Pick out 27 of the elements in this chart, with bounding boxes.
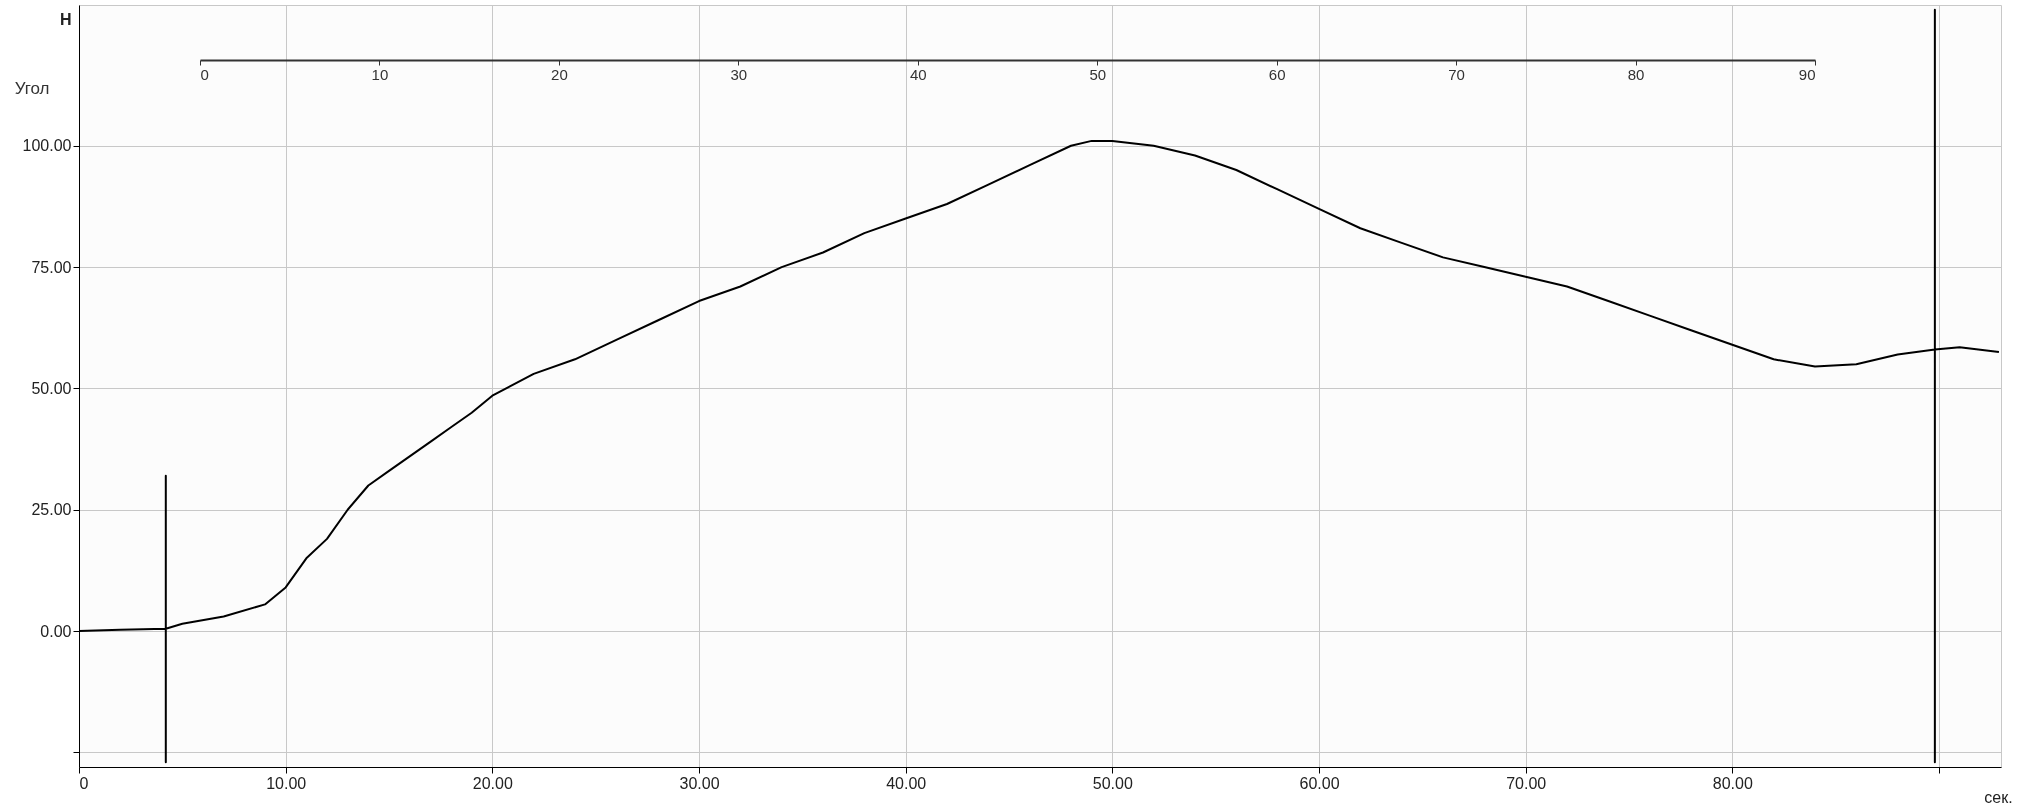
y-tick-label: 25.00: [31, 501, 72, 519]
x2-tick-label: 30: [730, 65, 748, 83]
x-tick-label: 80.00: [1712, 774, 1753, 792]
x-tick-label: 70.00: [1506, 774, 1547, 792]
x-axis-title: сек.: [1984, 788, 2013, 803]
y-tick-label: 75.00: [31, 258, 72, 276]
x-tick-label: 0: [79, 774, 89, 792]
x2-tick-label: 20: [551, 65, 568, 83]
x2-tick-label: 60: [1268, 65, 1286, 83]
x2-tick-label: 90: [1798, 65, 1816, 83]
x2-tick-label: 50: [1089, 65, 1107, 83]
y-tick-label: 100.00: [22, 137, 72, 155]
y-axis-title: Н: [59, 10, 72, 28]
x2-axis-title: Угол: [14, 78, 50, 98]
x2-tick-label: 80: [1627, 65, 1645, 83]
x-tick-label: 10.00: [266, 774, 307, 792]
x-tick-label: 60.00: [1299, 774, 1340, 792]
y-tick-label: 50.00: [31, 379, 72, 397]
x2-tick-label: 10: [371, 65, 389, 83]
x2-tick-label: 70: [1448, 65, 1465, 83]
x-tick-label: 30.00: [679, 774, 720, 792]
y-tick-label: 0.00: [40, 622, 72, 640]
x-tick-label: 40.00: [886, 774, 927, 792]
x-tick-label: 20.00: [472, 774, 513, 792]
x-tick-label: 50.00: [1092, 774, 1133, 792]
x2-tick-label: 0: [200, 65, 209, 83]
x2-tick-label: 40: [909, 65, 927, 83]
